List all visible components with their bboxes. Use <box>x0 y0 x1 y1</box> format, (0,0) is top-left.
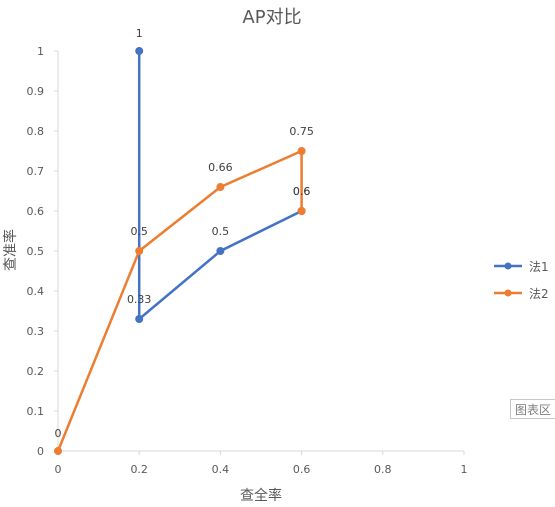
data-label: 0.5 <box>212 225 230 238</box>
legend-marker <box>504 289 512 297</box>
y-tick-label: 0.9 <box>27 85 45 98</box>
y-axis-title: 查准率 <box>2 229 19 271</box>
chart-area-tooltip: 图表区 <box>510 399 555 419</box>
series-line <box>56 149 303 452</box>
y-tick-label: 0.2 <box>27 365 45 378</box>
y-tick-label: 0.6 <box>27 205 45 218</box>
data-point <box>216 247 225 255</box>
y-tick-label: 1 <box>37 45 44 58</box>
x-tick-label: 0.8 <box>374 463 392 476</box>
y-tick-label: 0.5 <box>27 245 45 258</box>
legend-marker <box>504 262 512 270</box>
data-point <box>216 183 225 191</box>
legend: 法1 法2 <box>494 260 549 301</box>
x-tick-label: 0 <box>55 463 62 476</box>
x-axis-title: 查全率 <box>240 487 282 504</box>
data-label: 0.6 <box>293 185 311 198</box>
x-tick-label: 1 <box>461 463 468 476</box>
data-label: 1 <box>136 27 143 40</box>
chart-title: AP对比 <box>242 7 301 28</box>
data-point <box>297 207 306 215</box>
data-label: 0.33 <box>127 293 152 306</box>
data-label: 0 <box>55 427 62 440</box>
data-point <box>135 47 144 55</box>
data-label: 0.66 <box>208 161 233 174</box>
data-point <box>135 315 144 323</box>
data-point <box>297 147 306 155</box>
y-tick-label: 0 <box>37 445 44 458</box>
x-tick-label: 0.6 <box>293 463 311 476</box>
legend-label: 法2 <box>529 287 549 301</box>
x-tick-label: 0.4 <box>212 463 230 476</box>
series-line <box>137 51 303 321</box>
data-label: 0.5 <box>130 225 148 238</box>
legend-label: 法1 <box>529 260 549 274</box>
plot-series <box>54 47 306 455</box>
y-tick-label: 0.3 <box>27 325 45 338</box>
y-tick-label: 0.4 <box>27 285 45 298</box>
x-tick-label: 0.2 <box>130 463 148 476</box>
plot-axes: 0 0.1 0.2 0.3 0.4 0.5 0.6 0.7 0.8 0.9 1 0 0.2 0.4 0.6 0… <box>27 45 468 476</box>
data-point <box>54 447 62 455</box>
data-labels: 10.330.50.600.50.660.750.6 <box>55 27 314 440</box>
y-tick-label: 0.7 <box>27 165 45 178</box>
y-tick-label: 0.1 <box>27 405 45 418</box>
data-label: 0.75 <box>289 125 314 138</box>
data-label: 0.6 <box>293 185 311 198</box>
data-point <box>135 247 144 255</box>
y-tick-label: 0.8 <box>27 125 45 138</box>
